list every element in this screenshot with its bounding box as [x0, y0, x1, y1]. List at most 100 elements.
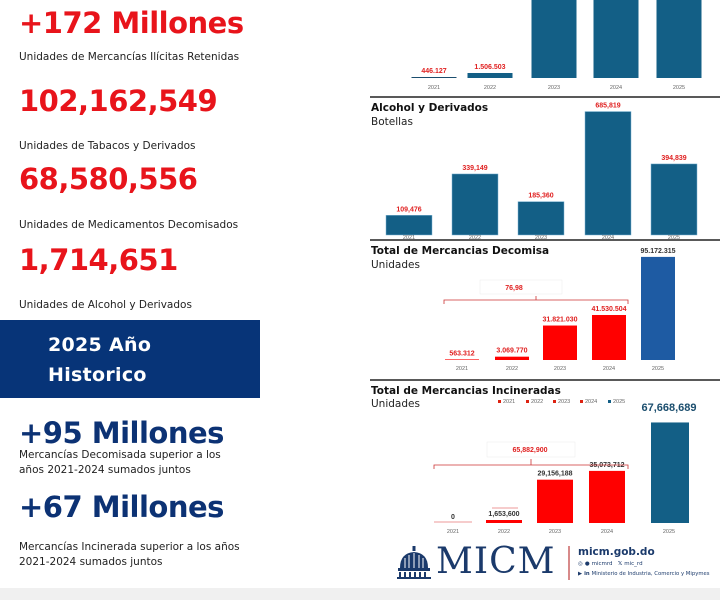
bar-2024: [584, 111, 632, 236]
legend-label-2023: 2023: [558, 399, 570, 405]
historic-year-banner: 2025 Año Historico: [0, 320, 260, 398]
year-label-2024: 2024: [601, 529, 613, 535]
instagram-icon[interactable]: ◎: [578, 561, 583, 567]
year-label-2024: 2024: [610, 85, 622, 91]
legend-label-2022: 2022: [531, 399, 543, 405]
value-label-2023: 29,156,188: [537, 471, 572, 478]
year-label-2022: 2022: [506, 366, 518, 372]
value-label-2021: 0: [451, 514, 455, 521]
chart-title: Total de Mercancias Decomisa: [371, 245, 549, 257]
bar-2021: [385, 215, 433, 236]
stat-incinerated-value: +67 Millones: [19, 490, 224, 524]
year-label-2025: 2025: [663, 529, 675, 535]
bracket-label-box: [479, 279, 563, 295]
year-label-2025: 2025: [673, 85, 685, 91]
year-label-2023: 2023: [549, 529, 561, 535]
bar-2021: [445, 359, 479, 360]
bar-2023: [517, 201, 565, 236]
year-label-2021: 2021: [447, 529, 459, 535]
year-label-2022: 2022: [469, 235, 481, 241]
youtube-icon[interactable]: ▶: [578, 571, 583, 577]
chart-subtitle: Unidades: [371, 398, 420, 410]
year-label-2023: 2023: [535, 235, 547, 241]
value-label-2025: 95.172.315: [640, 248, 675, 255]
logo-divider: [568, 546, 570, 580]
micm-wordmark: MICM: [436, 541, 556, 582]
year-label-2022: 2022: [498, 529, 510, 535]
historic-line-1: 2025 Año: [48, 334, 152, 356]
value-label-2024: 41.530.504: [591, 306, 626, 313]
value-label-2024: 685,819: [595, 103, 620, 110]
bar-2025: [656, 0, 702, 78]
year-label-2025: 2025: [652, 366, 664, 372]
bar-2025: [651, 422, 689, 523]
bar-2022: [451, 173, 499, 236]
dome-icon: [397, 546, 431, 579]
facebook-icon[interactable]: ●: [584, 561, 590, 567]
tobacco-chart: 446.127 2021 1.506.503 2022 2023 2024 2025: [370, 0, 720, 98]
bracket: [433, 459, 629, 469]
bar-2024: [593, 0, 639, 78]
bar-2022: [467, 73, 513, 78]
bar-2024: [592, 315, 626, 360]
value-label-2023: 31.821.030: [542, 317, 577, 324]
x-twitter-icon[interactable]: 𝕏: [617, 561, 623, 567]
year-label-2023: 2023: [554, 366, 566, 372]
legend-swatch-2024: [580, 400, 583, 403]
bar-2025: [650, 163, 698, 236]
stat-seized-desc: Mercancías Decomisada superior a los año…: [19, 448, 221, 478]
value-label-2021: 563.312: [449, 350, 474, 357]
ministry-name: Ministerio de Industria, Comercio y Mipy…: [591, 571, 710, 577]
stat-incinerated-desc-line2: 2021-2024 sumados juntos: [19, 556, 163, 568]
stat-seized-desc-line2: años 2021-2024 sumados juntos: [19, 464, 191, 476]
stat-seized-desc-line1: Mercancías Decomisada superior a los: [19, 449, 221, 461]
bar-2022: [486, 520, 522, 523]
bar-2023: [537, 479, 573, 523]
historic-line-2: Historico: [48, 364, 147, 386]
stats-column: +172 Millones Unidades de Mercancías Ilí…: [19, 6, 244, 311]
social-handle-1: micmrd: [591, 561, 613, 567]
legend-swatch-2022: [526, 400, 529, 403]
value-label-2022: 339,149: [462, 165, 487, 172]
value-label-2025: 67,668,689: [641, 402, 696, 414]
social-handle-2: mic_rd: [624, 561, 643, 567]
bracket-label-box: [486, 441, 576, 458]
legend-label-2025: 2025: [613, 399, 625, 405]
chart-title: Total de Mercancias Incineradas: [371, 385, 561, 397]
stat-seized-value: +95 Millones: [19, 416, 224, 450]
bar-2023: [531, 0, 577, 78]
stat-tobacco-value: 102,162,549: [19, 84, 218, 118]
stat-incinerated-desc-line1: Mercancías Incinerada superior a los año…: [19, 541, 240, 553]
bar-2021: [411, 77, 457, 78]
stat-retained-desc: Unidades de Mercancías Ilícitas Retenida…: [19, 51, 240, 63]
stat-incinerated-desc: Mercancías Incinerada superior a los año…: [19, 540, 240, 570]
legend-label-2021: 2021: [503, 399, 515, 405]
legend-swatch-2021: [498, 400, 501, 403]
stat-tobacco-desc: Unidades de Tabacos y Derivados: [19, 140, 196, 152]
linkedin-icon[interactable]: in: [584, 571, 590, 577]
social-row-2: ▶ in Ministerio de Industria, Comercio y M…: [578, 571, 710, 577]
year-label-2025: 2025: [668, 235, 680, 241]
year-label-2021: 2021: [428, 85, 440, 91]
website-link[interactable]: micm.gob.do: [578, 546, 655, 558]
stat-alcohol-value: 1,714,651: [19, 243, 178, 277]
chart-subtitle: Unidades: [371, 259, 420, 271]
year-label-2024: 2024: [602, 235, 614, 241]
bar-2022: [495, 356, 529, 360]
year-label-2021: 2021: [456, 366, 468, 372]
bracket-label: 65,882,900: [512, 447, 547, 454]
stat-medicines-desc: Unidades de Medicamentos Decomisados: [19, 219, 239, 231]
value-label-2021: 446.127: [421, 68, 446, 75]
historic-year-text: 2025 Año Historico: [48, 330, 151, 390]
bar-2025: [641, 256, 675, 360]
value-label-2023: 185,360: [528, 193, 553, 200]
legend-swatch-2025: [608, 400, 611, 403]
bracket: [443, 296, 629, 304]
chart-subtitle: Botellas: [371, 116, 413, 128]
value-label-2022: 3.069.770: [496, 348, 527, 355]
bar-2024: [589, 470, 625, 523]
